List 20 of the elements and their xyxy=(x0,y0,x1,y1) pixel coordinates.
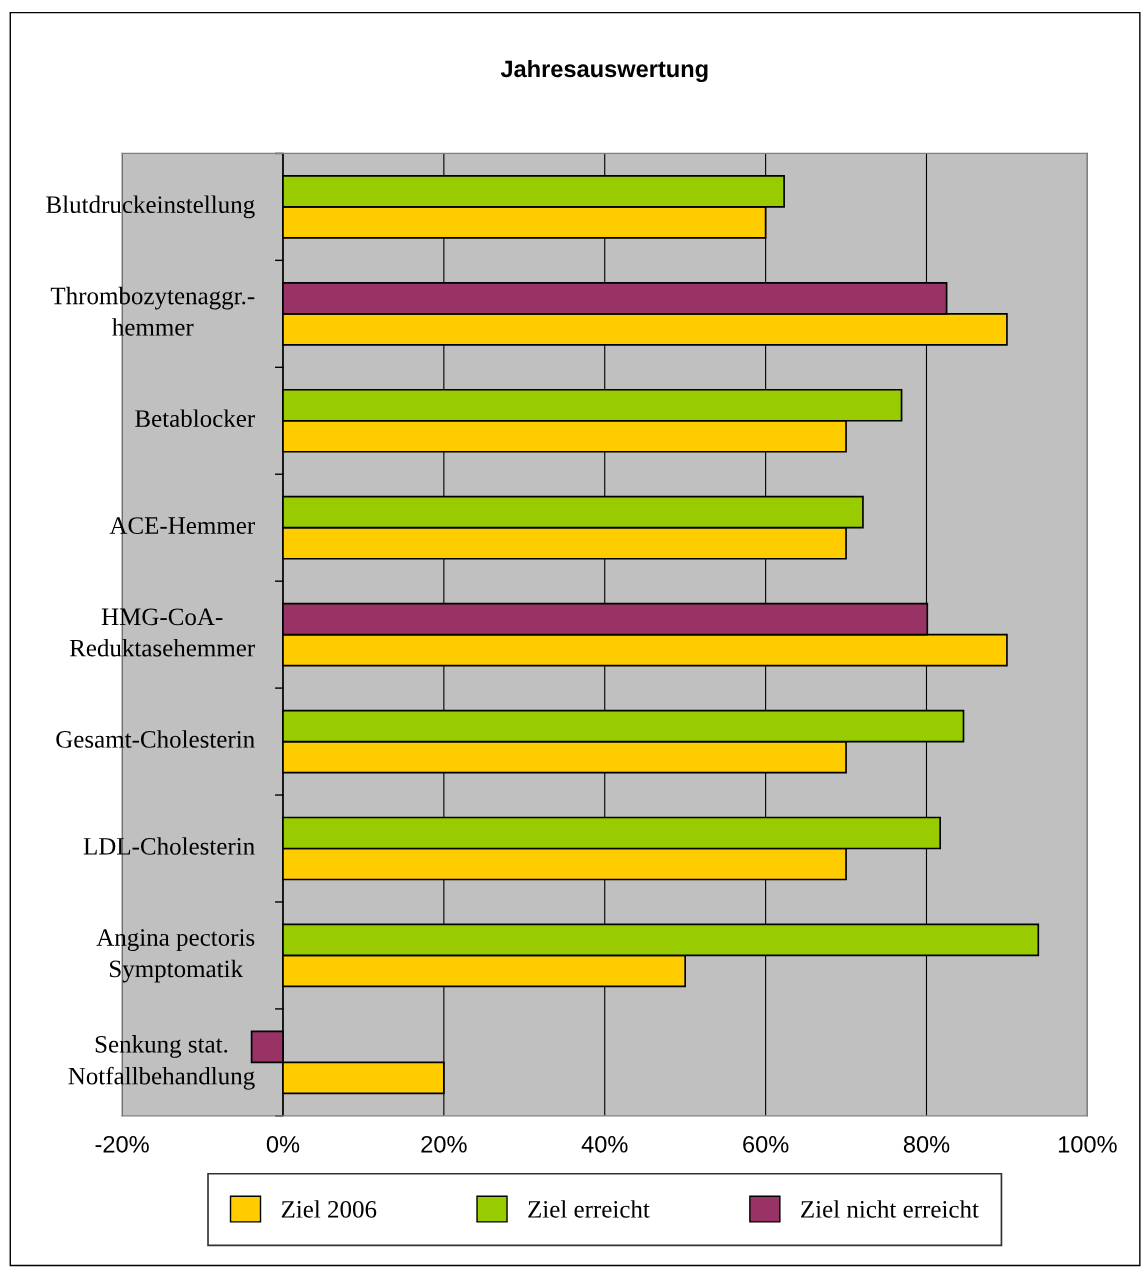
y-tick-label: Thrombozytenaggr.- hemmer xyxy=(50,286,255,336)
x-tick-label: 60% xyxy=(743,1135,789,1153)
legend-label: Ziel erreicht xyxy=(528,1200,650,1218)
legend-label: Ziel 2006 xyxy=(281,1200,377,1218)
y-tick-label: Angina pectoris Symptomatik xyxy=(96,929,255,983)
y-tick-label: Blutdruckeinstellung xyxy=(46,195,255,219)
chart-title: Jahresauswertung xyxy=(500,59,708,83)
x-tick-label: 20% xyxy=(421,1135,467,1153)
x-tick-label: -20% xyxy=(95,1135,149,1153)
y-tick-label: LDL-Cholesterin xyxy=(83,837,255,855)
y-tick-label: Gesamt-Cholesterin xyxy=(56,730,255,748)
y-tick-label: HMG-CoA- Reduktasehemmer xyxy=(69,608,255,657)
x-tick-label: 80% xyxy=(903,1135,950,1153)
y-tick-label: ACE-Hemmer xyxy=(109,517,255,534)
y-tick-label: Senkung stat. Notfallbehandlung xyxy=(68,1035,255,1090)
x-tick-label: 40% xyxy=(581,1135,628,1153)
x-tick-label: 0% xyxy=(266,1135,300,1153)
legend-label: Ziel nicht erreicht xyxy=(801,1200,979,1218)
x-tick-label: 100% xyxy=(1058,1135,1117,1153)
y-tick-label: Betablocker xyxy=(135,409,255,428)
